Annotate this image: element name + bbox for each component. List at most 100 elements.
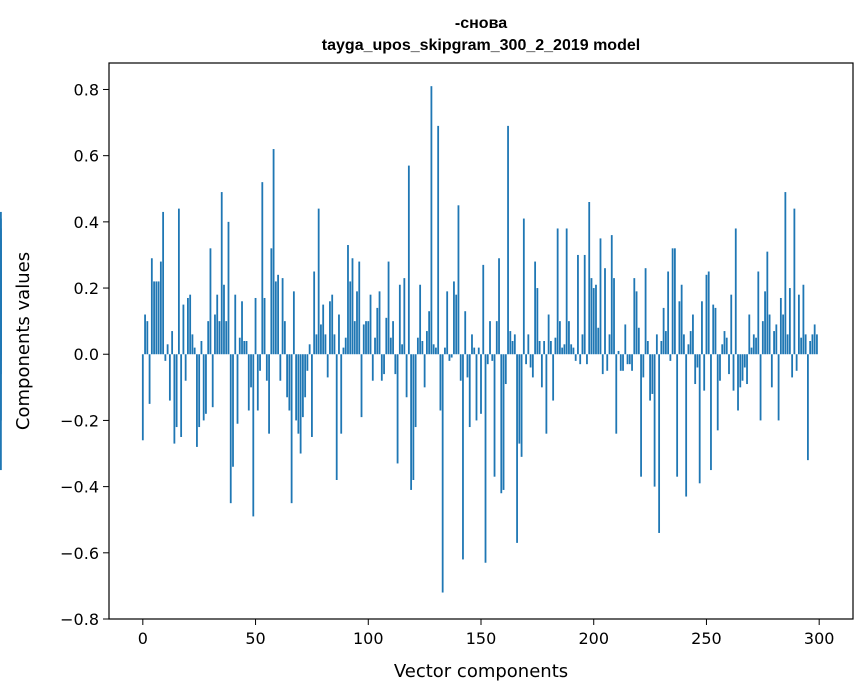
bar [322, 304, 325, 355]
bar [446, 291, 449, 355]
bar [525, 354, 527, 365]
bar [304, 354, 307, 398]
bar [299, 354, 302, 454]
bar [214, 314, 216, 355]
bar [193, 347, 196, 355]
bar [392, 321, 394, 355]
bar [308, 344, 311, 355]
bar [272, 149, 275, 355]
bar [380, 354, 383, 381]
bar [538, 341, 541, 355]
bar [159, 261, 162, 355]
bar [306, 354, 309, 371]
x-axis-ticks: 0 50 100 150 200 250 300 [138, 619, 834, 648]
bar [421, 341, 424, 355]
y-tick-label: 0.2 [74, 279, 99, 298]
bar [441, 354, 444, 593]
bar [797, 294, 800, 355]
bar [719, 354, 721, 381]
bar [360, 354, 363, 418]
bar [498, 258, 500, 355]
bar [265, 354, 268, 381]
y-tick-label: −0.4 [60, 478, 99, 497]
bar [615, 354, 618, 434]
bar [416, 337, 419, 355]
y-axis-ticks: −0.8 −0.6 −0.4 −0.2 0.0 0.2 0.4 0.6 0.8 [60, 80, 109, 629]
bar [759, 354, 762, 421]
bar [353, 321, 356, 355]
bar [522, 218, 525, 355]
bar [457, 205, 460, 355]
bar [407, 165, 410, 355]
bar [540, 354, 543, 388]
bar [333, 334, 336, 355]
bar [685, 354, 688, 497]
bar [619, 354, 622, 371]
bar [196, 354, 198, 447]
bar [574, 354, 577, 361]
bar [0, 354, 2, 471]
bar [477, 347, 480, 355]
y-tick-label: 0.6 [74, 147, 99, 166]
bar [439, 354, 442, 411]
bar [739, 354, 742, 388]
bar [389, 337, 392, 355]
bar [326, 354, 329, 378]
bar [678, 301, 681, 355]
bar [750, 347, 753, 355]
bar [270, 248, 273, 355]
bar [502, 354, 505, 490]
bar [626, 354, 629, 365]
bar [554, 337, 557, 355]
bar [311, 354, 313, 437]
bar [816, 334, 818, 355]
bar [423, 354, 426, 388]
bar [633, 278, 636, 355]
bar [450, 354, 453, 358]
bar [721, 344, 724, 355]
bar [673, 248, 676, 355]
bar [187, 297, 189, 355]
bar [705, 274, 708, 355]
bar [680, 284, 683, 355]
bar [802, 284, 805, 355]
bar [164, 354, 167, 361]
bar [338, 314, 340, 355]
bar [153, 281, 155, 355]
bar [637, 327, 640, 355]
bar [518, 354, 521, 444]
bar [529, 354, 532, 368]
bar [225, 321, 228, 355]
bar [414, 354, 417, 428]
bar [572, 347, 575, 355]
bar [570, 344, 573, 355]
bar [281, 278, 284, 355]
bar [606, 354, 609, 371]
x-tick-label: 50 [245, 629, 265, 648]
bar [601, 354, 604, 375]
bar [597, 327, 600, 355]
bar [157, 281, 160, 355]
bar [565, 228, 568, 355]
bar [547, 314, 550, 355]
bar [775, 324, 778, 355]
bar [367, 321, 370, 355]
bar [410, 354, 413, 490]
bar [236, 354, 239, 424]
bar [378, 291, 381, 355]
bar [358, 261, 361, 355]
bar [617, 350, 620, 355]
bar [202, 354, 205, 421]
bar [764, 291, 766, 355]
bar [455, 294, 458, 355]
bar [712, 304, 715, 355]
bar [180, 354, 183, 437]
bar [586, 354, 588, 365]
bar [610, 235, 613, 355]
bar [471, 334, 473, 355]
bar [205, 354, 207, 414]
bar [342, 347, 345, 355]
bar [234, 294, 237, 355]
bar [286, 354, 289, 398]
bar [250, 354, 252, 388]
